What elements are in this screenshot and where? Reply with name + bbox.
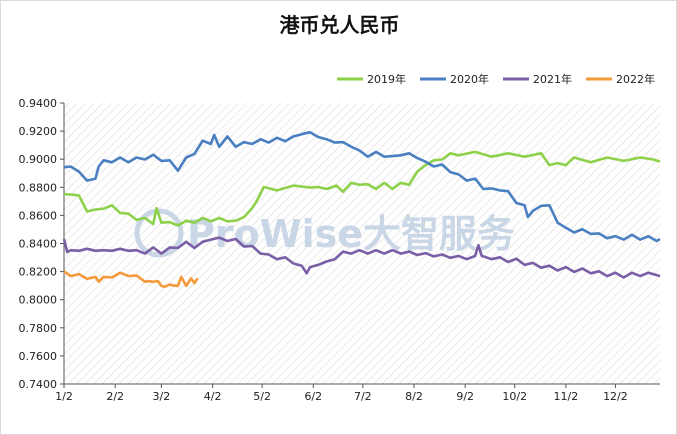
y-tick-label: 0.9000	[19, 153, 58, 166]
x-tick-label: 6/2	[304, 390, 322, 403]
y-tick-label: 0.8000	[19, 294, 58, 307]
y-tick-label: 0.7800	[19, 322, 58, 335]
x-tick-label: 10/2	[502, 390, 527, 403]
x-tick-label: 1/2	[55, 390, 73, 403]
series-line-2019年	[63, 150, 661, 227]
x-tick-label: 4/2	[204, 390, 222, 403]
y-tick-label: 0.8200	[19, 266, 58, 279]
y-tick-label: 0.8600	[19, 209, 58, 222]
y-tick-label: 0.7600	[19, 350, 58, 363]
x-tick-label: 3/2	[153, 390, 171, 403]
watermark-text: ProWise大智服务	[187, 212, 515, 256]
series-line-2020年	[63, 130, 661, 243]
plot-background	[64, 103, 660, 384]
legend: 2019年 2020年 2021年 2022年	[337, 72, 655, 86]
legend-label: 2021年	[533, 72, 572, 86]
x-tick-label: 2/2	[106, 390, 124, 403]
x-tick-label: 7/2	[354, 390, 372, 403]
y-tick-label: 0.8800	[19, 181, 58, 194]
chart-title: 港币兑人民币	[279, 13, 400, 37]
x-tick-label: 11/2	[554, 390, 579, 403]
x-tick-label: 9/2	[456, 390, 474, 403]
legend-label: 2019年	[367, 72, 406, 86]
watermark-logo	[134, 208, 184, 258]
axes-layer: 0.7400 0.7600 0.7800 0.8000 0.8200 0.8400 0.86…	[19, 97, 660, 403]
y-tick-label: 0.9200	[19, 125, 58, 138]
y-tick-label: 0.8400	[19, 238, 58, 251]
y-tick-label: 0.7400	[19, 378, 58, 391]
series-line-2022年	[63, 270, 199, 289]
x-tick-label: 12/2	[603, 390, 628, 403]
watermark: ProWise大智服务	[134, 208, 515, 258]
x-tick-label: 5/2	[253, 390, 271, 403]
series-layer	[62, 130, 661, 289]
x-tick-label: 8/2	[405, 390, 423, 403]
legend-label: 2022年	[616, 72, 655, 86]
series-line-2021年	[62, 236, 661, 279]
y-tick-label: 0.9400	[19, 97, 58, 110]
legend-label: 2020年	[450, 72, 489, 86]
